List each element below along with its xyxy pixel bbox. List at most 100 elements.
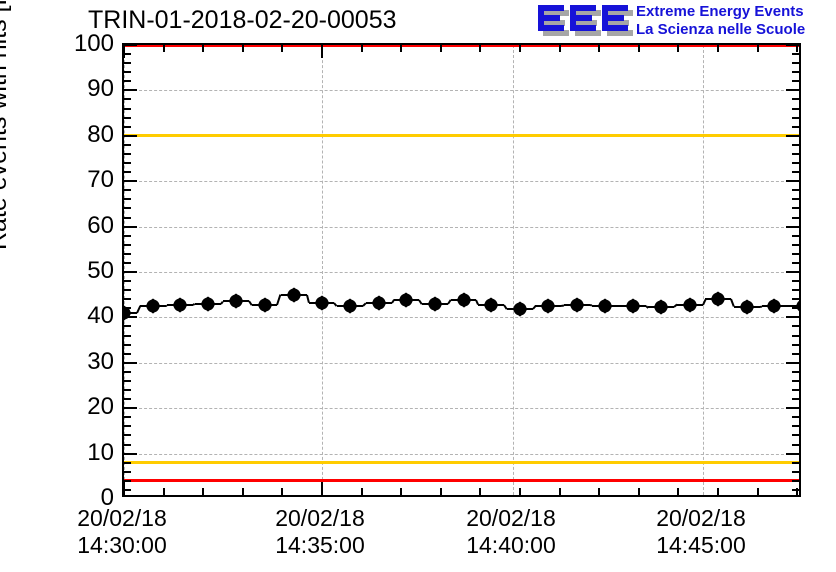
y-tick-label: 70 <box>87 166 114 194</box>
data-point-marker[interactable] <box>795 298 799 314</box>
gridline-horizontal <box>124 317 799 319</box>
x-axis-tick <box>400 45 403 52</box>
data-point-marker[interactable] <box>512 300 528 317</box>
gridline-horizontal <box>124 272 799 273</box>
data-point-marker[interactable] <box>540 297 557 314</box>
y-axis-tick <box>124 488 131 491</box>
y-axis-tick <box>792 443 799 446</box>
data-point-marker[interactable] <box>653 299 669 316</box>
x-axis-tick <box>281 45 284 52</box>
x-tick-label-date: 20/02/18 <box>77 505 167 531</box>
y-axis-tick <box>124 71 131 74</box>
y-axis-tick <box>792 162 799 165</box>
y-axis-tick <box>124 252 131 255</box>
y-axis-tick <box>124 180 137 183</box>
y-tick-label: 100 <box>73 30 114 57</box>
series-connector <box>617 304 621 307</box>
y-axis-tick <box>792 198 799 201</box>
data-point-marker[interactable] <box>145 297 161 314</box>
data-point-marker[interactable] <box>172 297 189 313</box>
y-axis-tick <box>792 107 799 110</box>
y-axis-tick <box>786 134 799 137</box>
y-axis-tick <box>124 425 131 428</box>
y-axis-tick <box>792 189 799 192</box>
x-tick-label-time: 14:30:00 <box>77 532 167 558</box>
data-point-marker[interactable] <box>200 295 216 312</box>
data-point-marker[interactable] <box>738 298 755 315</box>
x-axis-tick <box>320 45 323 58</box>
x-axis-tick <box>637 45 640 52</box>
eee-logo-text: Extreme Energy Events La Scienza nelle S… <box>636 3 805 39</box>
gridline-vertical <box>321 45 323 495</box>
x-tick-label-date: 20/02/18 <box>656 505 746 531</box>
y-axis-tick <box>792 470 799 473</box>
data-point-marker[interactable] <box>766 298 783 314</box>
data-point-marker[interactable] <box>313 295 330 311</box>
y-axis-tick <box>124 216 131 219</box>
y-axis-tick <box>792 116 799 119</box>
threshold-line-upper-alarm <box>124 45 799 47</box>
y-axis-tick <box>792 261 799 264</box>
x-axis-tick <box>558 45 561 52</box>
y-axis-tick <box>124 261 131 264</box>
y-axis-tick <box>124 189 131 192</box>
y-axis-tick <box>124 370 131 373</box>
x-axis-tick <box>598 488 601 495</box>
data-point-marker[interactable] <box>710 291 726 308</box>
y-axis-tick <box>792 234 799 237</box>
y-axis-tick <box>792 143 799 146</box>
y-axis-tick <box>124 62 131 65</box>
x-axis-tick <box>202 45 205 52</box>
y-tick-label: 50 <box>87 257 114 284</box>
y-axis-tick <box>124 225 137 228</box>
x-tick-label: 20/02/18 14:45:00 <box>621 505 781 559</box>
gridline-horizontal <box>124 226 799 228</box>
threshold-line-lower-alarm <box>124 479 799 483</box>
y-axis-tick <box>124 89 137 92</box>
y-axis-tick <box>124 143 131 146</box>
x-axis-tick <box>202 488 205 495</box>
data-point-marker[interactable] <box>681 297 698 313</box>
x-axis-tick <box>756 45 759 52</box>
x-axis-tick <box>360 45 363 52</box>
data-point-marker[interactable] <box>569 297 585 313</box>
data-point-marker[interactable] <box>285 286 302 303</box>
gridline-horizontal <box>124 181 799 183</box>
data-point-marker[interactable] <box>342 298 358 314</box>
y-axis-tick <box>792 425 799 428</box>
data-point-marker[interactable] <box>455 292 472 308</box>
x-axis-tick <box>677 488 680 495</box>
data-point-marker[interactable] <box>370 295 387 312</box>
x-axis-tick <box>162 488 165 495</box>
y-axis-tick <box>792 243 799 246</box>
x-axis-tick <box>558 488 561 495</box>
y-axis-tick <box>124 352 131 355</box>
y-axis-tick <box>124 443 131 446</box>
data-point-marker[interactable] <box>427 296 443 312</box>
x-axis-tick <box>637 488 640 495</box>
data-point-marker[interactable] <box>398 292 415 308</box>
x-axis-tick <box>162 45 165 52</box>
y-axis-tick <box>124 198 131 201</box>
data-point-marker[interactable] <box>228 293 244 309</box>
y-axis-tick <box>124 479 131 482</box>
y-axis-tick <box>124 280 131 283</box>
data-point-marker[interactable] <box>596 297 613 314</box>
y-tick-label: 60 <box>87 211 114 239</box>
y-axis-tick <box>792 252 799 255</box>
eee-logo: Extreme Energy Events La Scienza nelle S… <box>538 3 834 41</box>
data-point-marker[interactable] <box>625 297 642 314</box>
x-axis-tick <box>124 482 125 495</box>
x-tick-label-time: 14:45:00 <box>656 532 746 558</box>
x-axis-tick <box>716 45 719 52</box>
y-axis-tick <box>124 407 137 410</box>
x-axis-tick <box>281 488 284 495</box>
y-axis-tick <box>124 316 137 319</box>
data-point-marker[interactable] <box>483 296 500 313</box>
data-point-marker[interactable] <box>256 297 273 313</box>
x-axis-tick <box>320 482 323 495</box>
y-axis-tick <box>792 398 799 401</box>
y-axis-tick <box>124 334 131 337</box>
y-axis-tick <box>792 352 799 355</box>
